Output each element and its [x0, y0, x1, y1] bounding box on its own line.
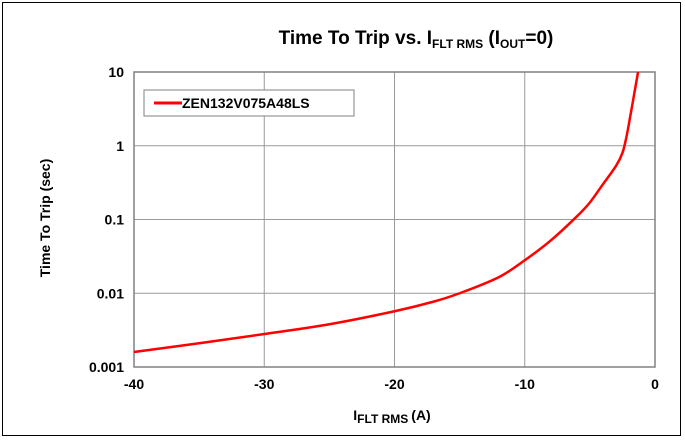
legend: ZEN132V075A48LS	[143, 89, 355, 117]
x-tick-label: -10	[515, 376, 535, 392]
x-axis-label: IFLT RMS (A)	[353, 407, 430, 426]
chart-title-main: Time To Trip vs. I	[279, 28, 432, 49]
chart-title-paren-close: =0)	[525, 28, 553, 49]
x-tick-label: -40	[124, 376, 144, 392]
y-tick-label: 0.01	[97, 285, 124, 301]
y-tick-label: 0.1	[105, 212, 125, 228]
chart-title-main-sub: FLT RMS	[432, 37, 483, 51]
x-axis-label-rest: (A)	[411, 407, 430, 423]
x-axis-label-main: I	[353, 407, 357, 423]
y-tick-label: 0.001	[89, 359, 124, 375]
x-tick-label: -30	[254, 376, 274, 392]
x-axis-label-sub: FLT RMS	[357, 412, 408, 426]
chart-title-paren-open: (I	[483, 28, 500, 49]
series-layer	[133, 71, 640, 354]
y-tick-label: 1	[116, 138, 124, 154]
x-tick-label: -20	[384, 376, 404, 392]
chart-title-paren-sub: OUT	[500, 37, 526, 51]
chart-title: Time To Trip vs. IFLT RMS (IOUT=0)	[279, 28, 554, 51]
legend-label: ZEN132V075A48LS	[182, 95, 310, 111]
series-line	[133, 71, 640, 354]
y-axis-label: Time To Trip (sec)	[37, 159, 53, 278]
x-tick-label: 0	[651, 376, 659, 392]
plot-area	[133, 71, 656, 368]
tick-layer: -40 -30 -20 -10 0 0.001 0.01 0.1 1 10	[89, 64, 659, 392]
y-tick-label: 10	[108, 64, 124, 80]
